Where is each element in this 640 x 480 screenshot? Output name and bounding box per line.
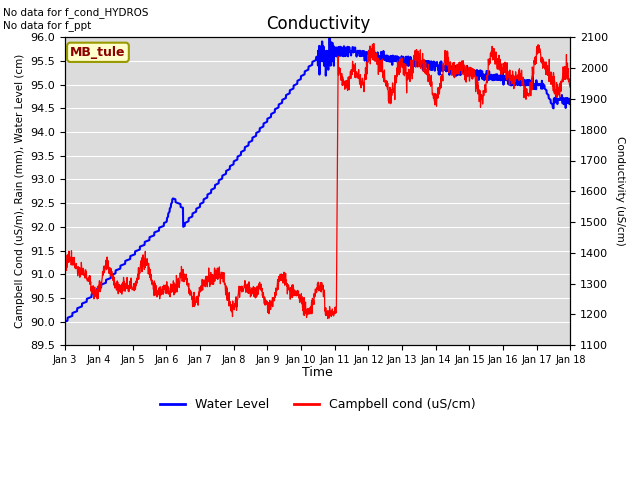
Text: MB_tule: MB_tule [70,46,125,59]
Title: Conductivity: Conductivity [266,15,370,33]
Y-axis label: Campbell Cond (uS/m), Rain (mm), Water Level (cm): Campbell Cond (uS/m), Rain (mm), Water L… [15,54,25,328]
X-axis label: Time: Time [303,366,333,379]
Legend: Water Level, Campbell cond (uS/cm): Water Level, Campbell cond (uS/cm) [155,393,481,416]
Text: No data for f_cond_HYDROS
No data for f_ppt: No data for f_cond_HYDROS No data for f_… [3,7,148,31]
Y-axis label: Conductivity (uS/cm): Conductivity (uS/cm) [615,136,625,246]
